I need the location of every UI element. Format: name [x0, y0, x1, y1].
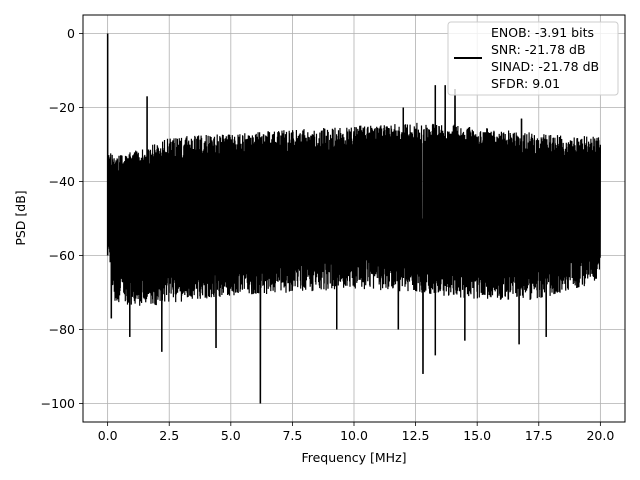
legend-box — [447, 21, 619, 96]
y-tick-label: 0 — [67, 26, 75, 41]
legend: ENOB: -3.91 bits SNR: -21.78 dB SINAD: -… — [447, 21, 619, 96]
x-tick-label: 10.0 — [340, 428, 368, 443]
y-tick-label: −100 — [41, 396, 75, 411]
x-tick-label: 17.5 — [525, 428, 553, 443]
y-tick-label: −20 — [49, 100, 75, 115]
x-tick-label: 20.0 — [586, 428, 614, 443]
legend-enob: ENOB: -3.91 bits — [491, 25, 594, 40]
legend-sfdr: SFDR: 9.01 — [491, 76, 560, 91]
x-tick-label: 2.5 — [159, 428, 179, 443]
x-tick-label: 7.5 — [282, 428, 302, 443]
x-tick-label: 0.0 — [98, 428, 118, 443]
x-tick-label: 5.0 — [221, 428, 241, 443]
y-tick-label: −60 — [49, 248, 75, 263]
axis-ticks: 0.0 2.5 5.0 7.5 10.0 12.5 15.0 17.5 20.0 0 −20 −40 −… — [41, 26, 615, 443]
x-tick-label: 15.0 — [463, 428, 491, 443]
y-tick-label: −80 — [49, 322, 75, 337]
x-axis-label: Frequency [MHz] — [301, 450, 406, 465]
legend-snr: SNR: -21.78 dB — [491, 42, 586, 57]
legend-sinad: SINAD: -21.78 dB — [491, 59, 599, 74]
psd-series-line — [107, 33, 601, 404]
y-tick-label: −40 — [49, 174, 75, 189]
plot-area — [106, 33, 601, 404]
y-axis-label: PSD [dB] — [13, 190, 28, 245]
x-tick-label: 12.5 — [402, 428, 430, 443]
